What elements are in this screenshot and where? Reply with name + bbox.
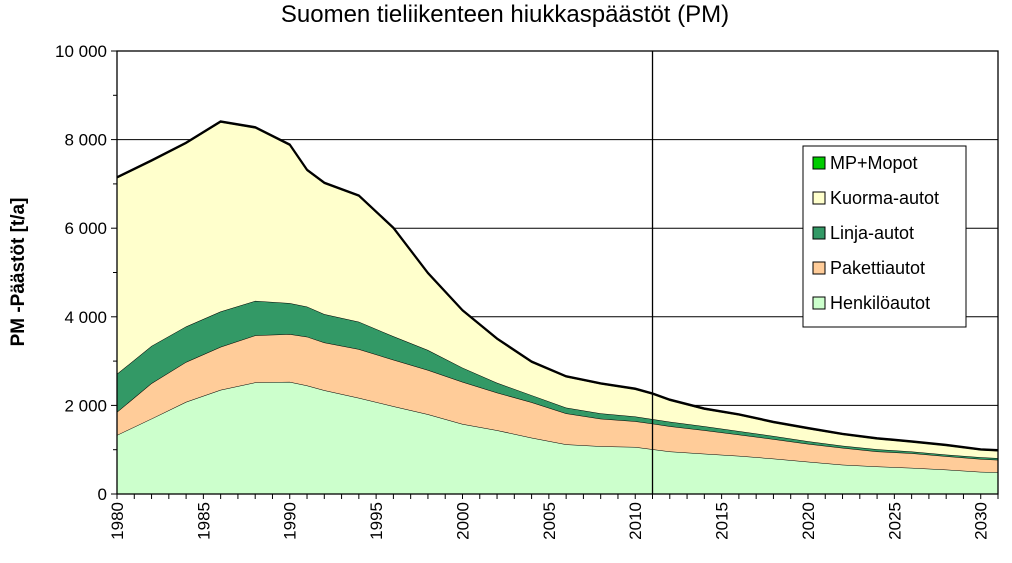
stacked-areas — [116, 120, 999, 494]
x-tick-label: 2020 — [799, 502, 818, 540]
legend-label: Kuorma-autot — [830, 188, 939, 208]
x-tick-label: 2010 — [626, 502, 645, 540]
legend-label: Pakettiautot — [830, 258, 925, 278]
legend-label: Henkilöautot — [830, 293, 930, 313]
legend-swatch — [812, 191, 826, 205]
legend: MP+Mopot Kuorma-autot Linja-autot Pakettiau… — [802, 145, 967, 328]
x-tick-label: 2000 — [454, 502, 473, 540]
axes: 0 2 000 4 000 6 000 8 000 10 000 1980 1985 1990 1… — [55, 42, 999, 540]
legend-swatch — [812, 156, 826, 170]
x-tick-label: 1995 — [367, 502, 386, 540]
x-tick-label: 2030 — [972, 502, 991, 540]
legend-label: MP+Mopot — [830, 153, 918, 173]
x-tick-label: 1985 — [194, 502, 213, 540]
y-tick-label: 10 000 — [55, 42, 107, 61]
area-boundary-line — [116, 120, 999, 452]
area-kuorma-autot — [117, 122, 998, 459]
chart-title: Suomen tieliikenteen hiukkaspäästöt (PM) — [281, 1, 729, 28]
area-pakettiautot — [117, 334, 998, 473]
y-axis-label: PM -Päästöt [t/a] — [8, 198, 29, 347]
x-tick-label: 1980 — [108, 502, 127, 540]
y-tick-label: 4 000 — [64, 308, 107, 327]
y-tick-label: 6 000 — [64, 219, 107, 238]
y-tick-label: 2 000 — [64, 396, 107, 415]
y-tick-label: 8 000 — [64, 131, 107, 150]
x-tick-label: 2025 — [885, 502, 904, 540]
y-tick-label: 0 — [98, 485, 107, 504]
legend-swatch — [812, 261, 826, 275]
legend-swatch — [812, 296, 826, 310]
legend-label: Linja-autot — [830, 223, 914, 243]
area-linja-autot — [117, 300, 998, 460]
area-henkil-autot — [117, 381, 998, 494]
x-tick-label: 1990 — [281, 502, 300, 540]
legend-box — [802, 145, 967, 328]
x-tick-label: 2005 — [540, 502, 559, 540]
x-tick-label: 2015 — [713, 502, 732, 540]
legend-swatch — [812, 226, 826, 240]
